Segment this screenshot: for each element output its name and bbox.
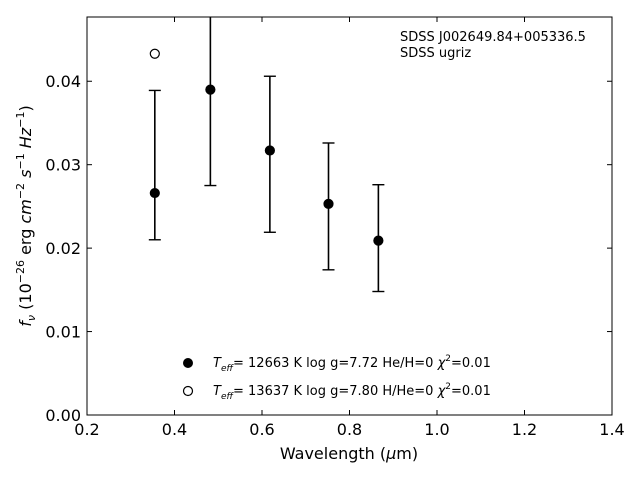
y-tick-label: 0.04 xyxy=(45,72,81,91)
legend: Teff= 12663 K log g=7.72 He/H=0 χ2=0.01 … xyxy=(182,354,491,402)
annotation-survey: SDSS ugriz xyxy=(400,46,471,61)
legend-marker-open xyxy=(182,385,194,397)
y-tick-label: 0.03 xyxy=(45,156,81,175)
y-tick-label: 0.02 xyxy=(45,239,81,258)
legend-marker-filled xyxy=(183,358,193,368)
y-axis-label: fν (10−26 erg cm−2 s−1 Hz−1) xyxy=(14,105,38,326)
model-point-open xyxy=(149,48,160,59)
x-tick-label: 1.0 xyxy=(424,420,449,439)
x-tick-label: 1.2 xyxy=(512,420,537,439)
x-tick-label: 0.6 xyxy=(249,420,274,439)
model-point-filled xyxy=(264,145,275,156)
x-tick-label: 0.2 xyxy=(74,420,99,439)
x-tick-label: 0.8 xyxy=(337,420,362,439)
model-point-filled xyxy=(323,198,334,210)
legend-label-2: Teff= 13637 K log g=7.80 H/He=0 χ2=0.01 xyxy=(213,382,491,402)
x-axis-label: Wavelength (μm) xyxy=(280,444,418,463)
y-tick-label: 0.01 xyxy=(45,323,81,342)
legend-label-1: Teff= 12663 K log g=7.72 He/H=0 χ2=0.01 xyxy=(213,354,491,374)
annotation-object: SDSS J002649.84+005336.5 xyxy=(400,30,586,45)
x-tick-label: 1.4 xyxy=(599,420,624,439)
model-point-filled xyxy=(205,84,216,95)
model-point-filled xyxy=(373,235,384,246)
y-tick-label: 0.00 xyxy=(45,406,81,425)
x-tick-label: 0.4 xyxy=(162,420,187,439)
model-point-filled xyxy=(149,187,160,199)
